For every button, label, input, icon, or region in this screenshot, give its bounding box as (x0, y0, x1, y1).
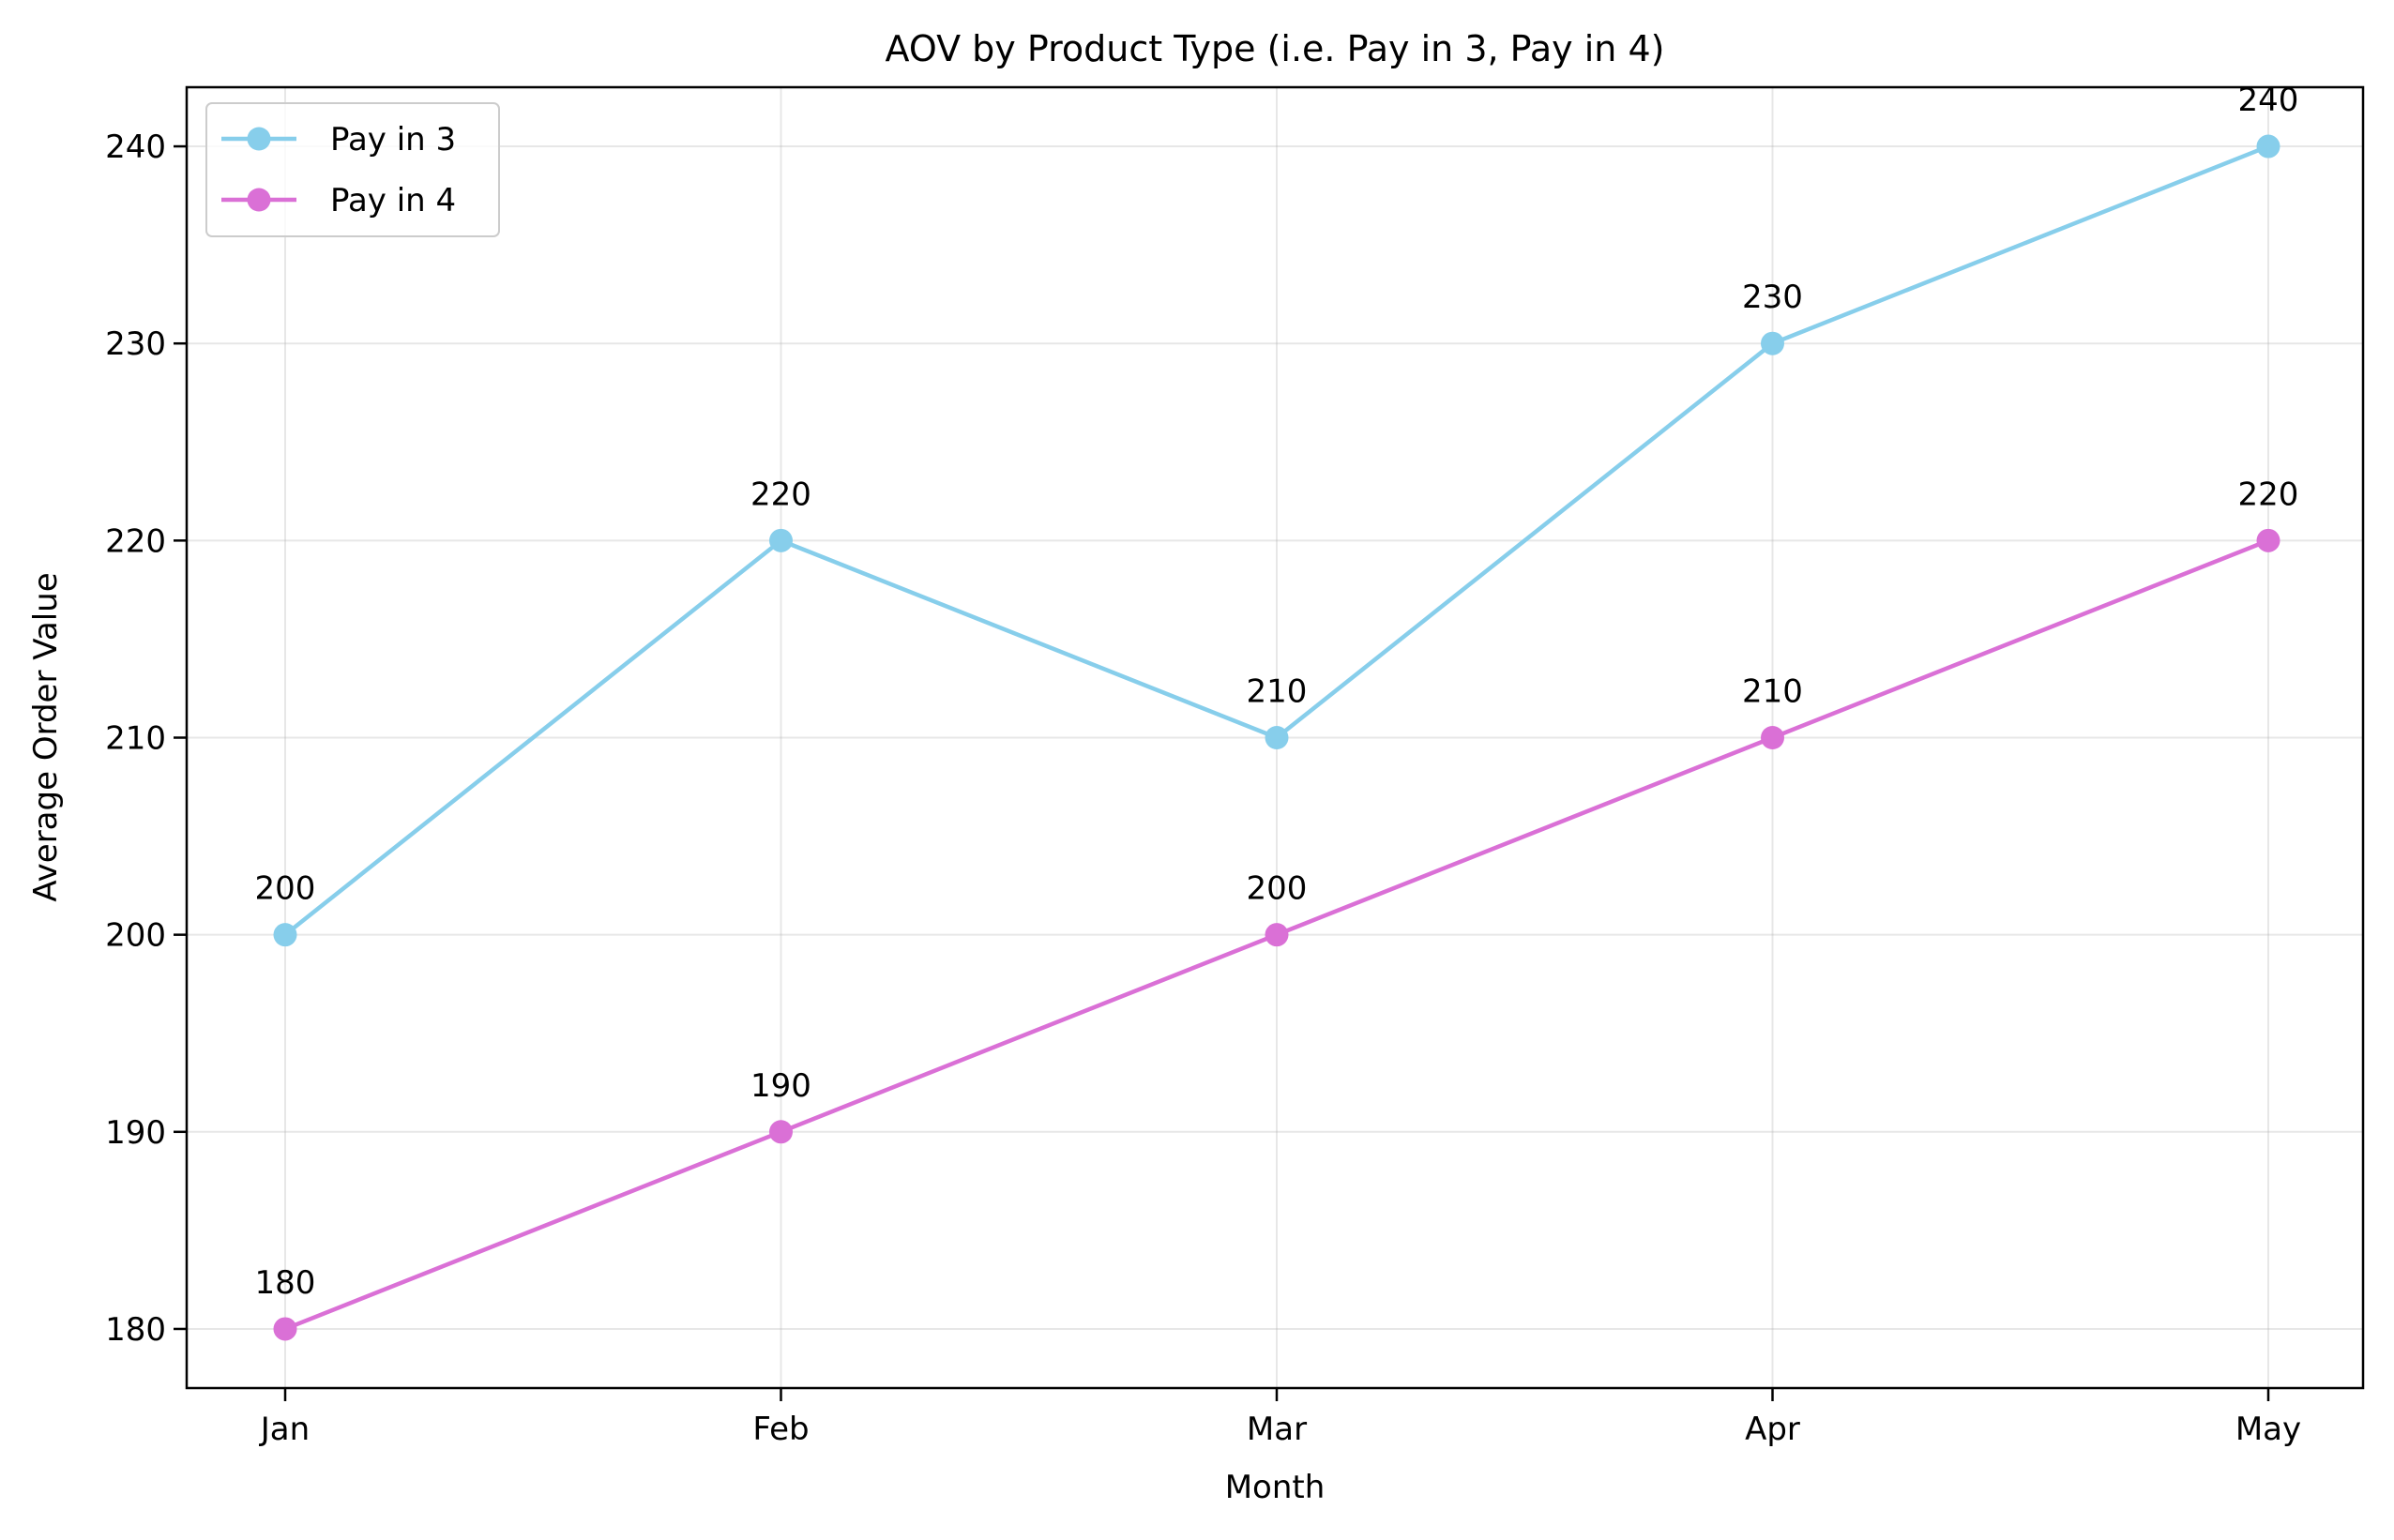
series-layer (273, 134, 2280, 1341)
y-tick-label: 220 (105, 522, 166, 560)
x-tick-label: Mar (1247, 1411, 1307, 1448)
data-label: 200 (255, 870, 316, 908)
legend: Pay in 3 Pay in 4 (205, 102, 500, 237)
series-2 (273, 528, 2280, 1341)
legend-label: Pay in 3 (330, 121, 456, 159)
x-axis-label: Month (1225, 1469, 1326, 1506)
y-axis-label: Average Order Value (27, 572, 65, 901)
legend-marker (247, 127, 271, 151)
legend-marker (247, 188, 271, 212)
series-1 (273, 134, 2280, 947)
data-label: 200 (1247, 870, 1308, 908)
y-tick-label: 210 (105, 720, 166, 758)
x-tick-label: May (2235, 1411, 2301, 1448)
y-tick-label: 180 (105, 1311, 166, 1349)
y-tick-label: 190 (105, 1114, 166, 1152)
x-tick-label: Feb (752, 1411, 809, 1448)
data-point (769, 528, 793, 552)
x-tick-label: Apr (1745, 1411, 1800, 1448)
legend-label: Pay in 4 (330, 182, 456, 219)
data-point (273, 923, 297, 947)
data-point (2256, 528, 2280, 552)
y-tick-label: 230 (105, 325, 166, 363)
legend-box (205, 102, 500, 237)
data-point (2256, 134, 2280, 159)
x-tick-label: Jan (259, 1411, 310, 1448)
data-label: 190 (750, 1067, 811, 1105)
data-point (1761, 726, 1784, 749)
data-label: 210 (1742, 673, 1803, 711)
y-tick-label: 240 (105, 128, 166, 166)
chart-title: AOV by Product Type (i.e. Pay in 3, Pay … (886, 28, 1665, 69)
data-label: 220 (2238, 476, 2299, 513)
y-axis-ticks: 180 190 200 210 220 230 240 (105, 128, 187, 1349)
data-point (1265, 923, 1289, 947)
data-point (1761, 331, 1784, 355)
data-label: 220 (750, 476, 811, 513)
data-labels: 200 220 210 230 240 180 190 200 210 220 (255, 82, 2299, 1302)
legend-item: Pay in 4 (221, 182, 456, 219)
data-point (273, 1317, 297, 1341)
x-axis-ticks: Jan Feb Mar Apr May (259, 1388, 2301, 1448)
data-label: 230 (1742, 279, 1803, 316)
data-point (1265, 726, 1289, 749)
legend-item: Pay in 3 (221, 121, 456, 159)
data-label: 240 (2238, 82, 2299, 119)
data-label: 180 (255, 1264, 316, 1302)
data-point (769, 1120, 793, 1144)
data-label: 210 (1247, 673, 1308, 711)
y-tick-label: 200 (105, 917, 166, 955)
